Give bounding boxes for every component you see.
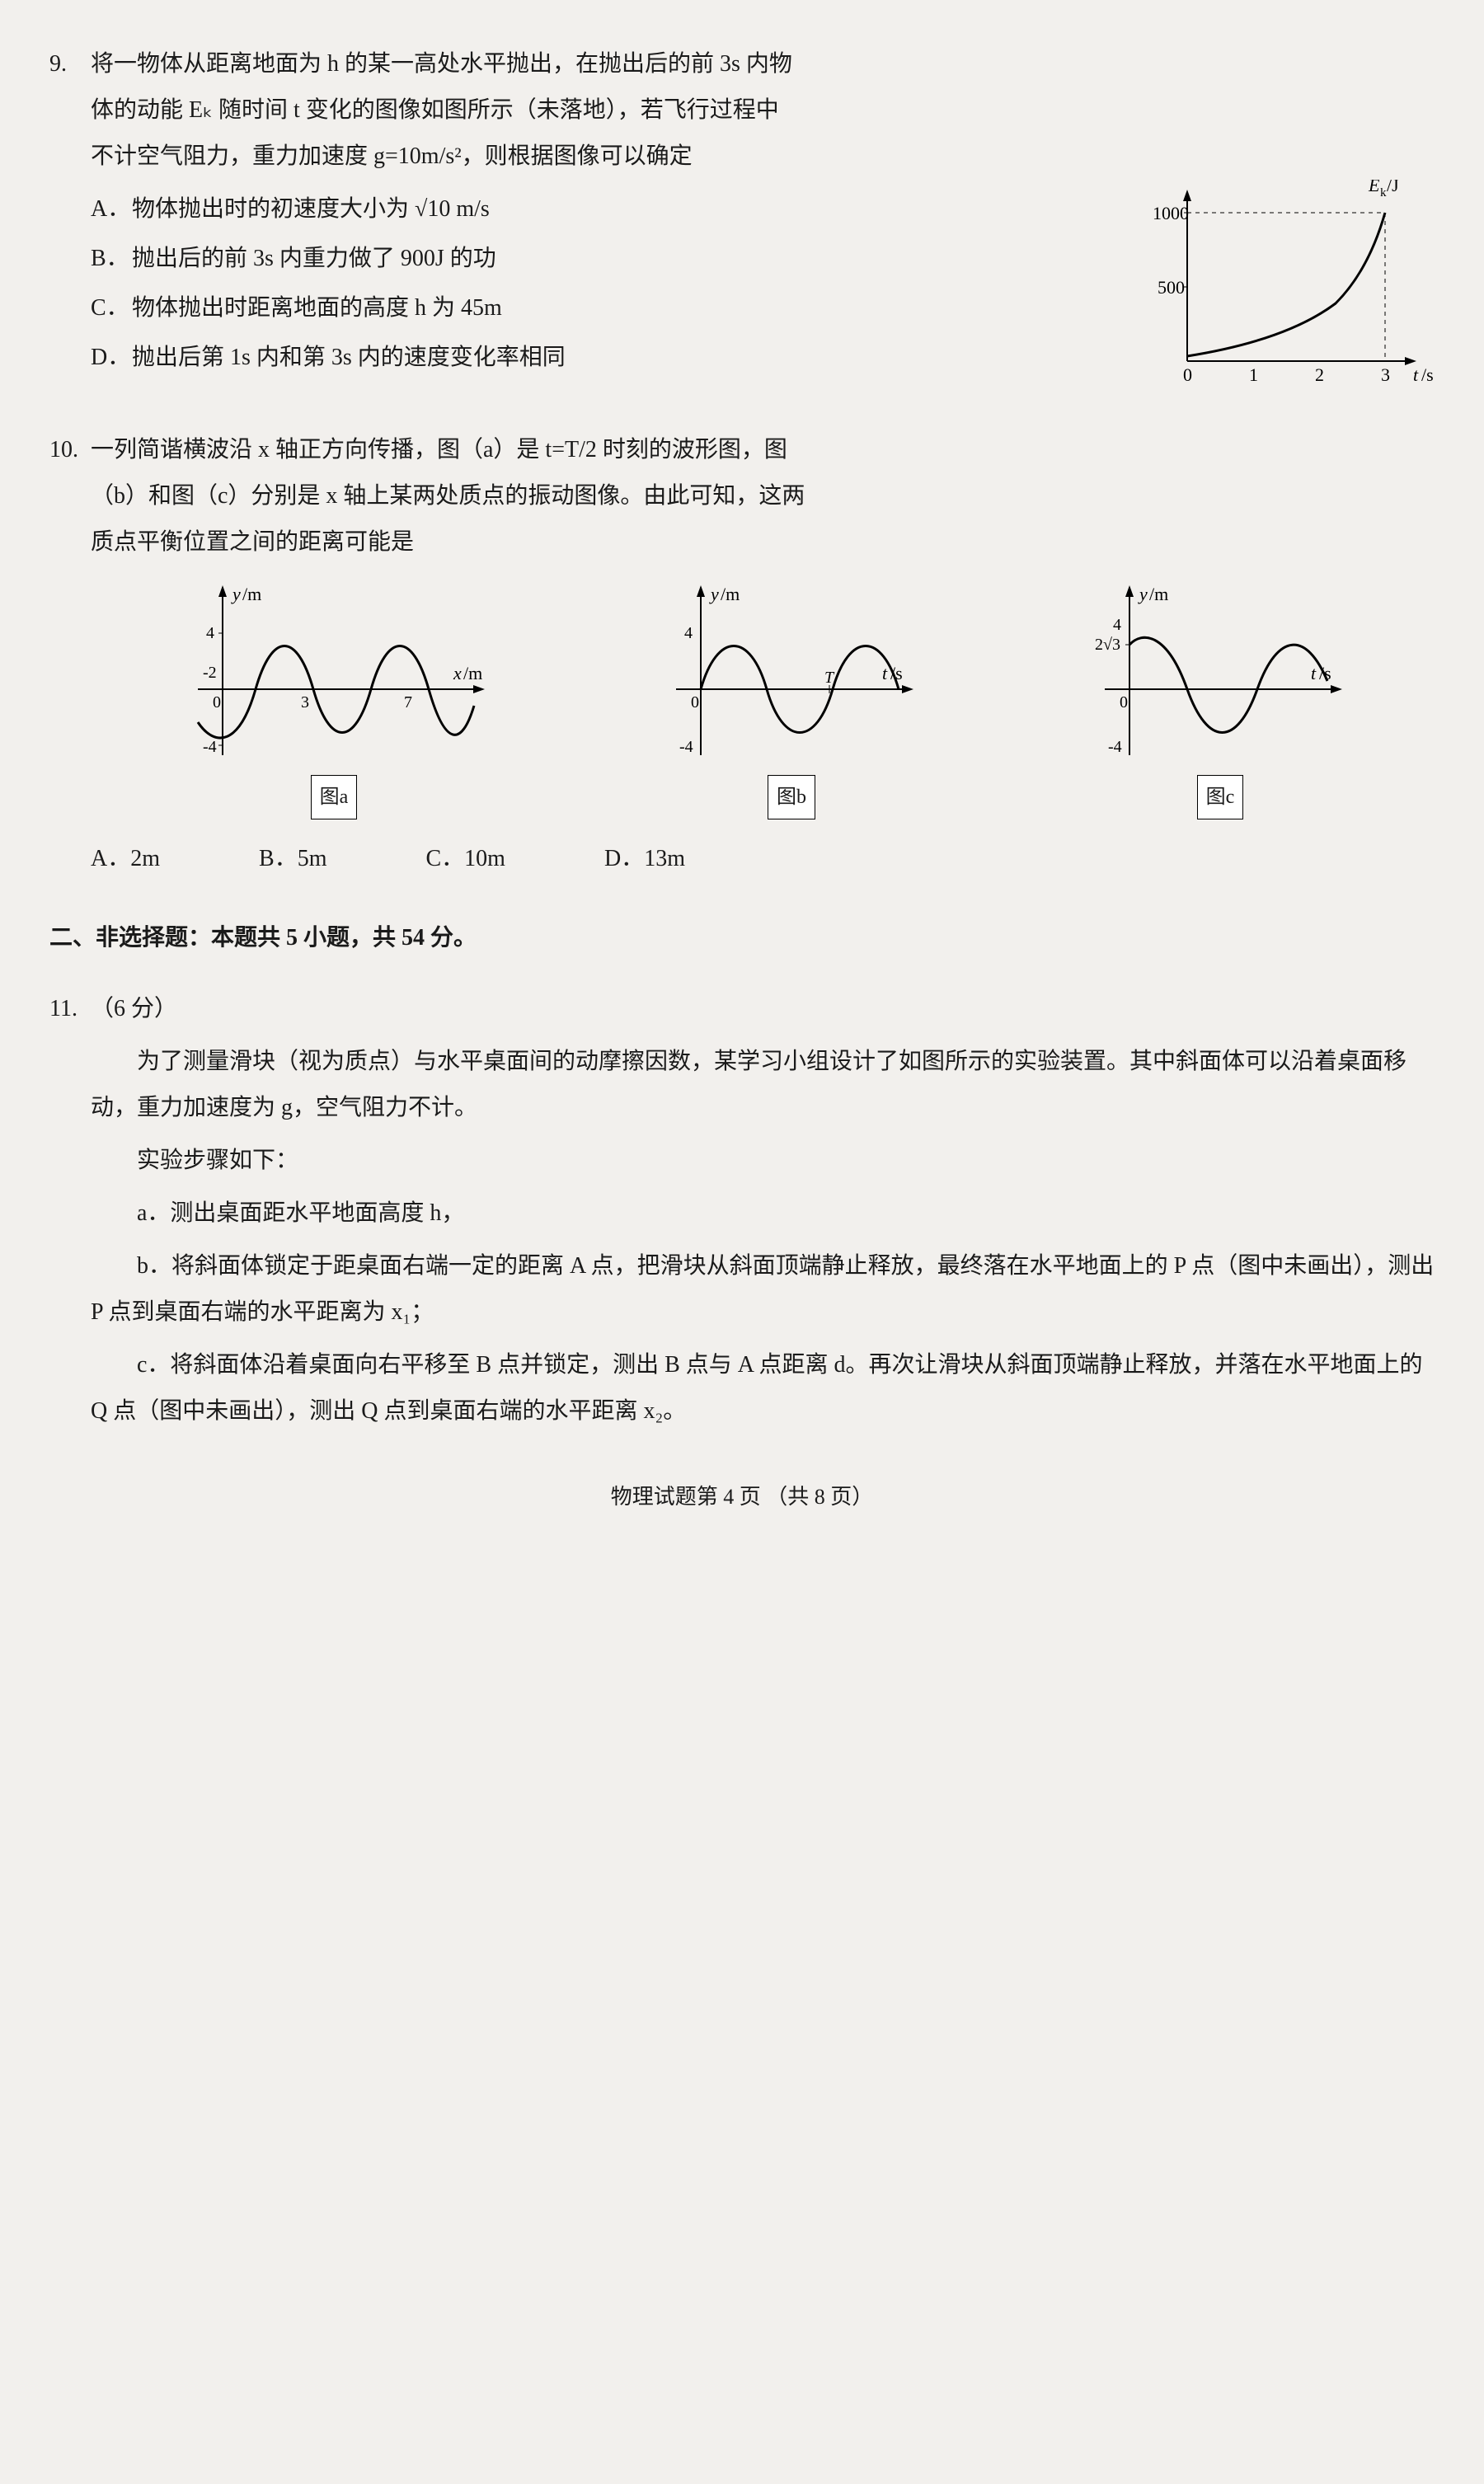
svg-text:-4: -4 <box>1108 738 1122 756</box>
svg-text:1000: 1000 <box>1153 203 1189 223</box>
chart-svg: 1000 500 0 1 2 3 E k /J t /s <box>1138 180 1435 394</box>
figure-a: y/m x/m 4 -2 -4 0 3 7 图a <box>173 582 495 819</box>
question-number: 10. <box>49 427 91 473</box>
step-c: c．将斜面体沿着桌面向右平移至 B 点并锁定，测出 B 点与 A 点距离 d。再… <box>91 1342 1435 1435</box>
svg-text:/m: /m <box>242 584 261 604</box>
figure-label: 图b <box>768 775 815 819</box>
figure-label: 图a <box>311 775 358 819</box>
svg-text:/J: /J <box>1387 180 1399 195</box>
question-11: 11. （6 分） 为了测量滑块（视为质点）与水平桌面间的动摩擦因数，某学习小组… <box>49 986 1435 1435</box>
figure-b: y/m t/s 4 -4 0 T 图b <box>660 582 923 819</box>
question-text-line: 体的动能 Eₖ 随时间 t 变化的图像如图所示（未落地），若飞行过程中 <box>91 87 1435 134</box>
svg-text:0: 0 <box>213 693 221 711</box>
svg-text:2√3: 2√3 <box>1095 636 1120 654</box>
option-label: C． <box>425 836 464 882</box>
svg-text:t: t <box>882 663 888 683</box>
svg-text:/m: /m <box>1149 584 1168 604</box>
svg-text:4: 4 <box>1113 616 1121 634</box>
svg-text:k: k <box>1380 186 1387 200</box>
wave-figures: y/m x/m 4 -2 -4 0 3 7 图a <box>91 582 1435 819</box>
question-paragraph: 为了测量滑块（视为质点）与水平桌面间的动摩擦因数，某学习小组设计了如图所示的实验… <box>91 1039 1435 1131</box>
svg-text:7: 7 <box>404 693 412 711</box>
question-text-line: 质点平衡位置之间的距离可能是 <box>91 519 1435 566</box>
svg-text:t: t <box>1413 364 1419 385</box>
question-9: 9. 将一物体从距离地面为 h 的某一高处水平抛出，在抛出后的前 3s 内物 体… <box>49 41 1435 402</box>
question-points: （6 分） <box>91 986 1435 1032</box>
figure-label: 图c <box>1197 775 1244 819</box>
option-label: B． <box>259 836 298 882</box>
option-label: A． <box>91 836 130 882</box>
option-label: D． <box>91 335 132 381</box>
section-heading: 二、非选择题：本题共 5 小题，共 54 分。 <box>49 915 1435 961</box>
page-footer: 物理试题第 4 页 （共 8 页） <box>49 1476 1435 1519</box>
question-text-line: 一列简谐横波沿 x 轴正方向传播，图（a）是 t=T/2 时刻的波形图，图 <box>91 427 1435 473</box>
svg-text:4: 4 <box>206 624 214 642</box>
svg-text:1: 1 <box>1249 364 1258 385</box>
question-text-line: 不计空气阻力，重力加速度 g=10m/s²，则根据图像可以确定 <box>91 134 1435 180</box>
svg-text:/m: /m <box>463 663 482 683</box>
svg-text:/m: /m <box>721 584 740 604</box>
step-b: b．将斜面体锁定于距桌面右端一定的距离 A 点，把滑块从斜面顶端静止释放，最终落… <box>91 1243 1435 1336</box>
question-10: 10. 一列简谐横波沿 x 轴正方向传播，图（a）是 t=T/2 时刻的波形图，… <box>49 427 1435 882</box>
svg-text:-4: -4 <box>679 738 693 756</box>
svg-text:2: 2 <box>1315 364 1324 385</box>
option-text: 2m <box>130 836 160 882</box>
question-text-line: 将一物体从距离地面为 h 的某一高处水平抛出，在抛出后的前 3s 内物 <box>91 41 1435 87</box>
svg-text:y: y <box>1138 584 1148 604</box>
question-text-line: （b）和图（c）分别是 x 轴上某两处质点的振动图像。由此可知，这两 <box>91 473 1435 519</box>
svg-text:4: 4 <box>684 624 693 642</box>
figure-c: y/m t/s 4 2√3 -4 0 图c <box>1088 582 1352 819</box>
step-a: a．测出桌面距水平地面高度 h， <box>91 1190 1435 1237</box>
option-text: 抛出后的前 3s 内重力做了 900J 的功 <box>132 236 496 282</box>
question-number: 9. <box>49 41 91 87</box>
svg-text:E: E <box>1368 180 1380 195</box>
svg-text:0: 0 <box>1120 693 1128 711</box>
svg-text:t: t <box>1311 663 1317 683</box>
svg-text:3: 3 <box>1381 364 1390 385</box>
option-text: 抛出后第 1s 内和第 3s 内的速度变化率相同 <box>132 335 566 381</box>
option-text: 物体抛出时距离地面的高度 h 为 45m <box>132 285 502 331</box>
option-text: 10m <box>464 836 505 882</box>
svg-text:/s: /s <box>1421 364 1434 385</box>
svg-text:x: x <box>453 663 462 683</box>
svg-text:0: 0 <box>691 693 699 711</box>
option-text: 物体抛出时的初速度大小为 √10 m/s <box>132 186 490 232</box>
svg-text:y: y <box>231 584 241 604</box>
question-paragraph: 实验步骤如下： <box>91 1138 1435 1184</box>
option-text: 5m <box>298 836 327 882</box>
option-label: A． <box>91 186 132 232</box>
kinetic-energy-chart: 1000 500 0 1 2 3 E k /J t /s <box>1138 180 1435 394</box>
svg-text:y: y <box>709 584 719 604</box>
svg-text:500: 500 <box>1158 277 1185 298</box>
options-inline: A．2m B．5m C．10m D．13m <box>91 836 1435 882</box>
svg-text:0: 0 <box>1183 364 1192 385</box>
question-number: 11. <box>49 986 91 1032</box>
svg-text:-4: -4 <box>203 738 217 756</box>
option-label: D． <box>604 836 644 882</box>
option-text: 13m <box>644 836 685 882</box>
option-label: C． <box>91 285 132 331</box>
option-label: B． <box>91 236 132 282</box>
